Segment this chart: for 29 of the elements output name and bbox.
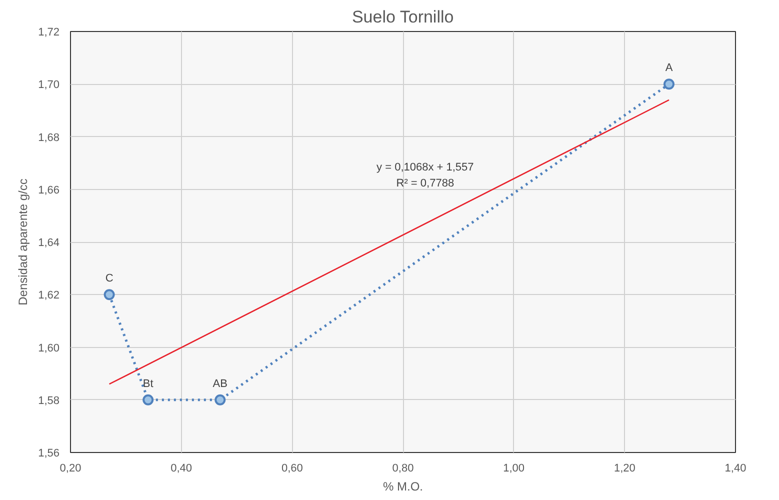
y-tick-label: 1,56 <box>38 448 60 460</box>
annotation: y = 0,1068x + 1,557 <box>376 162 474 174</box>
annotation: R² = 0,7788 <box>396 178 454 190</box>
x-tick-label: 0,80 <box>392 462 414 474</box>
y-tick-label: 1,58 <box>38 394 60 407</box>
y-tick-label: 1,72 <box>38 26 60 38</box>
y-tick-label: 1,66 <box>38 184 60 196</box>
x-tick-label: 0,40 <box>170 462 192 474</box>
y-tick-label: 1,60 <box>38 342 60 354</box>
annotation: Bt <box>142 378 154 390</box>
y-tick-label: 1,64 <box>38 237 60 249</box>
annotation: C <box>105 272 114 285</box>
x-tick-label: 1,20 <box>614 462 636 474</box>
annotation: A <box>665 62 674 74</box>
x-tick-label: 1,40 <box>724 462 746 474</box>
chart-title: Suelo Tornillo <box>352 8 454 26</box>
point <box>214 394 226 406</box>
x-tick-label: 0,20 <box>60 462 82 474</box>
y-tick-label: 1,68 <box>38 132 60 144</box>
point <box>104 289 115 300</box>
x-axis-title: % M.O. <box>383 480 424 494</box>
y-tick-label: 1,62 <box>38 290 60 302</box>
x-tick-label: 1,00 <box>503 462 525 474</box>
point <box>142 394 154 406</box>
y-axis-title: Densidad aparente g/cc <box>16 178 30 306</box>
x-tick-label: 0,60 <box>281 462 303 474</box>
y-tick-label: 1,70 <box>38 79 60 92</box>
point <box>664 78 674 90</box>
annotation: AB <box>212 378 228 390</box>
